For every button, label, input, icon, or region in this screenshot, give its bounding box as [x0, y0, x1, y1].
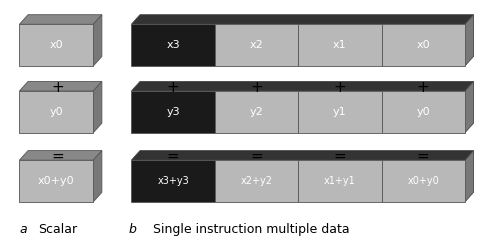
FancyBboxPatch shape [382, 91, 465, 133]
Text: =: = [51, 149, 64, 164]
Text: a: a [19, 224, 27, 236]
Text: +: + [250, 80, 263, 95]
Polygon shape [19, 151, 102, 160]
Text: =: = [167, 149, 179, 164]
Polygon shape [465, 81, 473, 133]
Text: x0+y0: x0+y0 [38, 176, 75, 186]
FancyBboxPatch shape [298, 91, 382, 133]
Text: Single instruction multiple data: Single instruction multiple data [153, 224, 349, 236]
Text: x0: x0 [416, 40, 430, 50]
Polygon shape [132, 15, 473, 24]
FancyBboxPatch shape [132, 24, 215, 66]
Text: =: = [250, 149, 263, 164]
Polygon shape [19, 15, 102, 24]
FancyBboxPatch shape [19, 91, 94, 133]
Text: x1+y1: x1+y1 [324, 176, 356, 186]
Text: x3+y3: x3+y3 [157, 176, 189, 186]
Polygon shape [465, 15, 473, 66]
FancyBboxPatch shape [382, 160, 465, 202]
Text: Scalar: Scalar [39, 224, 78, 236]
Polygon shape [132, 81, 473, 91]
Text: =: = [417, 149, 429, 164]
Text: y0: y0 [50, 107, 63, 117]
Text: +: + [334, 80, 346, 95]
Polygon shape [94, 15, 102, 66]
FancyBboxPatch shape [298, 24, 382, 66]
Polygon shape [19, 81, 102, 91]
FancyBboxPatch shape [298, 160, 382, 202]
Text: =: = [334, 149, 346, 164]
Text: x3: x3 [166, 40, 180, 50]
Text: +: + [51, 80, 64, 95]
FancyBboxPatch shape [215, 160, 298, 202]
Polygon shape [94, 81, 102, 133]
Text: x2: x2 [250, 40, 263, 50]
FancyBboxPatch shape [382, 24, 465, 66]
Text: y3: y3 [166, 107, 180, 117]
Text: b: b [129, 224, 137, 236]
FancyBboxPatch shape [19, 24, 94, 66]
FancyBboxPatch shape [19, 160, 94, 202]
Text: y2: y2 [250, 107, 263, 117]
Text: x1: x1 [333, 40, 347, 50]
Text: +: + [167, 80, 179, 95]
Polygon shape [132, 151, 473, 160]
FancyBboxPatch shape [132, 91, 215, 133]
FancyBboxPatch shape [132, 160, 215, 202]
FancyBboxPatch shape [215, 24, 298, 66]
Text: x0: x0 [50, 40, 63, 50]
Text: y1: y1 [333, 107, 347, 117]
FancyBboxPatch shape [215, 91, 298, 133]
Polygon shape [465, 151, 473, 202]
Text: +: + [417, 80, 429, 95]
Text: x2+y2: x2+y2 [241, 176, 272, 186]
Text: x0+y0: x0+y0 [407, 176, 439, 186]
Text: y0: y0 [416, 107, 430, 117]
Polygon shape [94, 151, 102, 202]
